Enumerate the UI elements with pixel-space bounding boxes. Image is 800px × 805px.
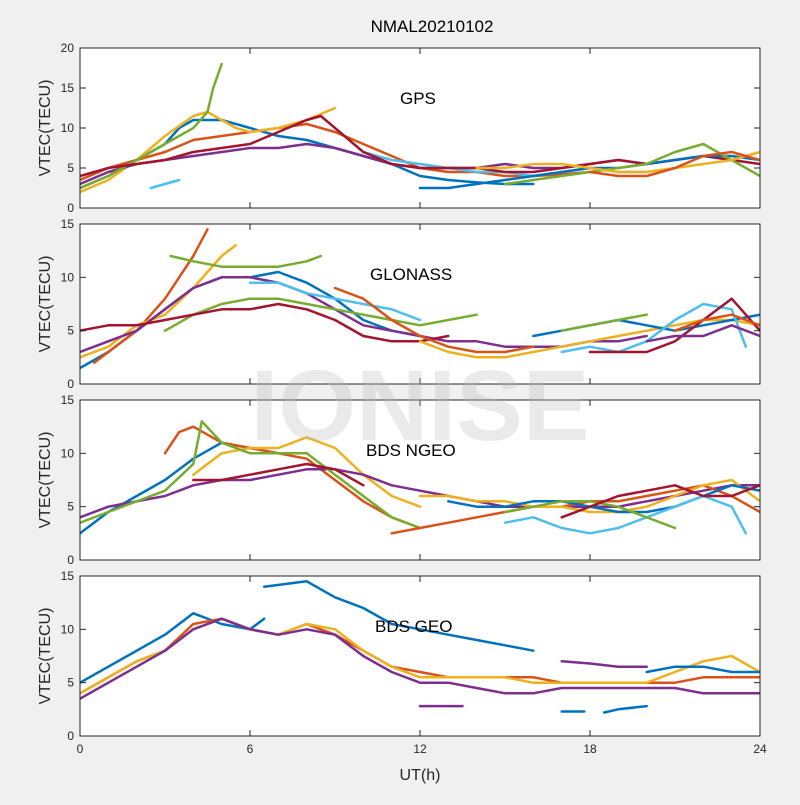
y-tick-label: 10	[61, 270, 75, 284]
watermark: IONISE	[251, 350, 590, 462]
y-tick-label: 15	[61, 393, 75, 407]
y-axis-label: VTEC(TECU)	[37, 80, 54, 177]
series-line-5	[80, 62, 223, 190]
y-tick-label: 5	[67, 324, 74, 338]
series-line-4	[80, 142, 648, 186]
series-line-7	[80, 114, 760, 178]
series-line-5	[262, 580, 535, 652]
series-line-11	[503, 500, 677, 530]
panel-3: 0 5 10 15 VTEC(TECU) BDS NGEO	[37, 393, 761, 567]
series-line-15	[560, 313, 648, 332]
series-line-10	[503, 494, 748, 535]
x-tick-label: 24	[753, 742, 767, 756]
series-line-11	[475, 150, 760, 174]
series-group	[80, 420, 760, 535]
y-tick-label: 10	[61, 622, 75, 636]
plot-area	[80, 48, 760, 208]
series-line-10	[645, 665, 760, 674]
x-tick-label: 18	[583, 742, 597, 756]
panel-4: 0 6 12 18 24 0 5 10 15 VTEC(TECU) BDS GEO	[37, 569, 767, 756]
x-tick-label: 0	[77, 742, 84, 756]
y-axis-label: VTEC(TECU)	[37, 432, 54, 529]
series-line-4	[80, 276, 648, 354]
series-line-8	[149, 178, 181, 190]
panel-annotation: BDS NGEO	[366, 441, 456, 460]
panel-2: 0 5 10 15 VTEC(TECU) GLONASS	[37, 217, 761, 391]
plot-area	[80, 576, 760, 736]
series-line-10	[503, 142, 760, 186]
y-tick-label: 5	[67, 500, 74, 514]
series-line-4	[80, 617, 760, 700]
y-axis-label: VTEC(TECU)	[37, 256, 54, 353]
y-tick-label: 10	[61, 446, 75, 460]
y-tick-label: 5	[67, 161, 74, 175]
y-axis-label: VTEC(TECU)	[37, 608, 54, 705]
series-line-3	[80, 244, 238, 359]
series-group	[80, 228, 760, 370]
series-line-7	[80, 302, 450, 343]
series-line-12	[560, 484, 760, 519]
panel-1: 0 5 10 15 20 VTEC(TECU) GPS	[37, 41, 761, 215]
series-line-9	[333, 286, 535, 354]
series-line-5	[80, 420, 422, 530]
series-line-2	[80, 122, 592, 182]
series-line-5	[163, 297, 478, 332]
series-line-9	[560, 660, 648, 668]
panel-annotation: GPS	[400, 89, 436, 108]
y-tick-label: 0	[67, 377, 74, 391]
series-line-13	[588, 297, 760, 354]
series-line-8	[418, 478, 760, 514]
series-line-12	[560, 302, 748, 354]
figure-title: NMAL20210102	[371, 17, 494, 36]
series-line-4	[80, 468, 760, 519]
y-tick-label: 15	[61, 217, 75, 231]
series-line-3	[192, 436, 422, 508]
x-axis-label: UT(h)	[400, 767, 441, 784]
y-tick-label: 15	[61, 81, 75, 95]
panel-annotation: GLONASS	[370, 265, 452, 284]
panel-annotation: BDS GEO	[375, 617, 452, 636]
y-tick-label: 10	[61, 121, 75, 135]
series-line-12	[588, 150, 760, 178]
y-tick-label: 0	[67, 553, 74, 567]
series-line-9	[447, 484, 760, 514]
y-tick-label: 0	[67, 201, 74, 215]
y-tick-label: 20	[61, 41, 75, 55]
y-tick-label: 5	[67, 676, 74, 690]
series-line-6	[192, 462, 365, 487]
series-group	[80, 62, 760, 194]
series-line-6	[248, 281, 422, 322]
series-line-2	[92, 228, 209, 364]
x-tick-label: 12	[413, 742, 427, 756]
series-group	[80, 580, 760, 714]
plot-area	[80, 224, 760, 384]
x-tick-label: 6	[247, 742, 254, 756]
series-line-14	[645, 324, 760, 343]
series-line-8	[169, 254, 323, 268]
series-line-8	[602, 704, 648, 714]
y-tick-label: 0	[67, 729, 74, 743]
series-line-16	[673, 313, 760, 332]
y-tick-label: 15	[61, 569, 75, 583]
